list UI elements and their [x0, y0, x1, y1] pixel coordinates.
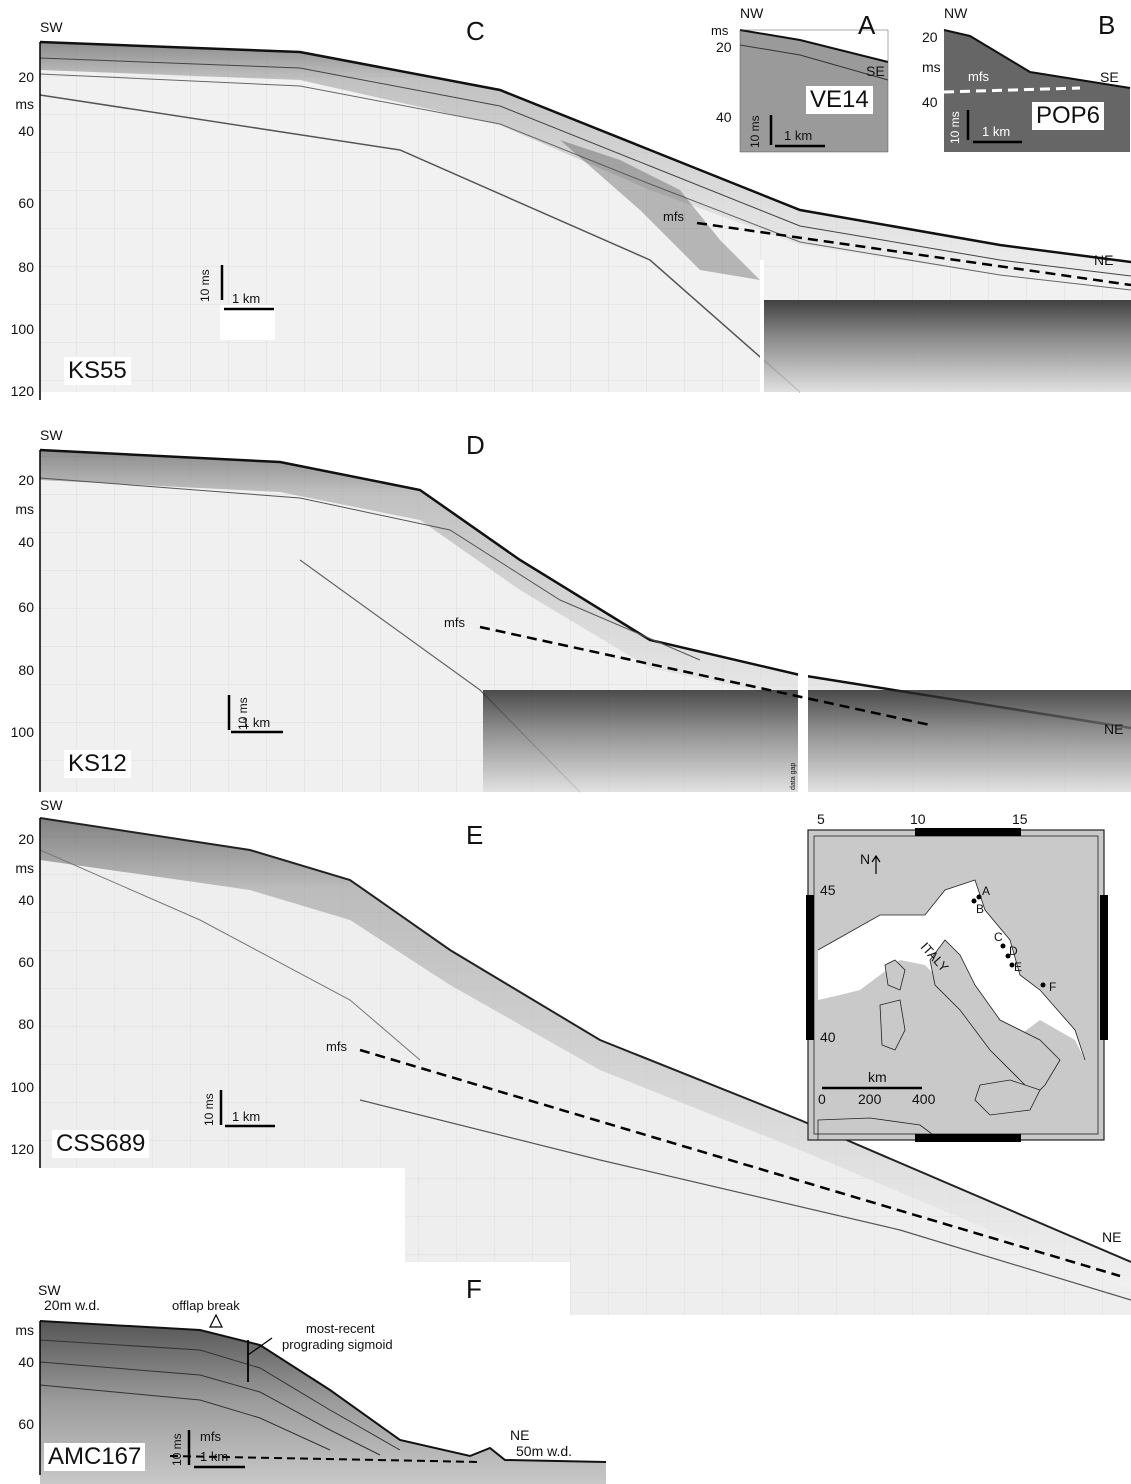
panel-e-letter: E [466, 820, 484, 850]
panel-b-tick: 20 [922, 29, 938, 45]
panel-f-horizontal-scale: 1 km [200, 1449, 229, 1464]
panel-a-letter: A [858, 10, 876, 40]
panel-a-vertical-scale: 10 ms [748, 115, 762, 148]
panel-d-tick: 80 [18, 662, 34, 678]
map-scale-unit: km [868, 1069, 887, 1085]
panel-d-unit: ms [15, 501, 34, 517]
map-site-label: D [1009, 944, 1018, 958]
panel-d-tick: 60 [18, 599, 34, 615]
map-background [806, 828, 1108, 1142]
panel-d-section [39, 448, 1131, 793]
panel-f-vertical-scale: 10 ms [170, 1433, 184, 1466]
map-site-label: C [994, 930, 1003, 944]
panel-e-mfs-label: mfs [326, 1039, 347, 1054]
panel-b-inset [943, 29, 1131, 152]
panel-f-unit: ms [15, 1322, 34, 1338]
panel-c-mfs-label: mfs [663, 209, 684, 224]
panel-e-ne-label: NE [1102, 1229, 1122, 1245]
panel-b-se-label: SE [1100, 69, 1119, 85]
panel-a-profile-name: VE14 [806, 86, 873, 114]
panel-d-data-gap-label: data gap [790, 762, 797, 790]
panel-e-horizontal-scale: 1 km [232, 1109, 261, 1124]
panel-c-unit: ms [15, 96, 34, 112]
map-scale-tick: 400 [912, 1091, 936, 1107]
panel-d-tick: 100 [10, 724, 34, 740]
panel-b-profile-name: POP6 [1032, 102, 1105, 130]
map-site-label: E [1014, 960, 1023, 974]
panel-f-sigmoid-label-line-2: prograding sigmoid [282, 1337, 393, 1352]
panel-d-tick: 20 [18, 472, 34, 488]
panel-c-tick: 60 [18, 195, 34, 211]
panel-f-tick: 60 [18, 1416, 34, 1432]
panel-e-tick: 120 [10, 1141, 34, 1157]
north-arrow-label: N [860, 851, 871, 867]
panel-f-offlap-break-label: offlap break [172, 1298, 240, 1313]
panel-b-mfs-label: mfs [968, 69, 989, 84]
panel-d-horizontal-scale: 1 km [242, 715, 271, 730]
panel-e-unit: ms [15, 860, 34, 876]
panel-f-sw-label: SW [38, 1282, 61, 1298]
scale-bars [187, 110, 1022, 1469]
map-lat-tick: 45 [820, 882, 836, 898]
panel-d-mfs-label: mfs [444, 615, 465, 630]
panel-b-tick: 40 [922, 94, 938, 110]
panel-b-vertical-scale: 10 ms [948, 111, 962, 144]
panel-f-ne-depth: 50m w.d. [516, 1443, 573, 1459]
map-lon-tick: 5 [817, 811, 825, 827]
panel-c-tick: 100 [10, 321, 34, 337]
panel-b-letter: B [1098, 10, 1116, 40]
map-site-label: F [1049, 980, 1057, 994]
map-lat-tick: 40 [820, 1029, 836, 1045]
panel-d-tick: 40 [18, 534, 34, 550]
panel-e-sw-label: SW [40, 797, 63, 813]
panel-e-tick: 60 [18, 954, 34, 970]
panel-e-tick: 40 [18, 892, 34, 908]
panel-c-tick: 120 [10, 383, 34, 399]
map-site-label: B [976, 902, 985, 916]
panel-f-ne-label: NE [510, 1427, 530, 1443]
panel-c-letter: C [466, 16, 485, 46]
panel-e-tick: 100 [10, 1079, 34, 1095]
panel-c-horizontal-scale: 1 km [232, 291, 261, 306]
panel-e-profile-name: CSS689 [52, 1130, 150, 1158]
panel-f-letter: F [466, 1274, 482, 1304]
panel-a-tick: 40 [716, 109, 732, 125]
panel-c-section [39, 40, 1131, 393]
panel-f-sw-depth: 20m w.d. [44, 1297, 101, 1313]
panel-f-tick: 40 [18, 1354, 34, 1370]
map-scale-tick: 200 [858, 1091, 882, 1107]
panel-f-sigmoid-label-line-1: most-recent [306, 1321, 375, 1336]
panel-b-unit: ms [922, 59, 941, 75]
panel-c-sw-label: SW [40, 19, 63, 35]
panel-a-se-label: SE [866, 63, 885, 79]
panel-a-nw-label: NW [740, 5, 764, 21]
panel-e-section [39, 817, 1131, 1315]
map-lon-tick: 10 [910, 811, 926, 827]
panel-a-unit: ms [711, 23, 729, 38]
panel-a-tick: 20 [716, 39, 732, 55]
panel-c-profile-name: KS55 [64, 357, 131, 385]
panel-d-profile-name: KS12 [64, 750, 131, 778]
panel-e-tick: 80 [18, 1016, 34, 1032]
panel-c-tick: 80 [18, 259, 34, 275]
panel-f-profile-name: AMC167 [44, 1443, 146, 1471]
panel-f-mfs-label: mfs [200, 1429, 221, 1444]
panel-c-ne-label: NE [1094, 252, 1114, 268]
panel-e-tick: 20 [18, 831, 34, 847]
panel-b-horizontal-scale: 1 km [982, 124, 1011, 139]
panel-b-nw-label: NW [944, 5, 968, 21]
panel-c-tick: 20 [18, 69, 34, 85]
panel-d-sw-label: SW [40, 427, 63, 443]
panel-c-vertical-scale: 10 ms [198, 269, 212, 302]
map-site-label: A [982, 884, 991, 898]
map-lon-tick: 15 [1012, 811, 1028, 827]
panel-e-vertical-scale: 10 ms [202, 1093, 216, 1126]
panel-d-letter: D [466, 430, 485, 460]
map-scale-tick: 0 [818, 1091, 826, 1107]
panel-d-ne-label: NE [1104, 721, 1124, 737]
panel-a-horizontal-scale: 1 km [784, 128, 813, 143]
panel-c-tick: 40 [18, 123, 34, 139]
panel-f-section [39, 1313, 607, 1484]
